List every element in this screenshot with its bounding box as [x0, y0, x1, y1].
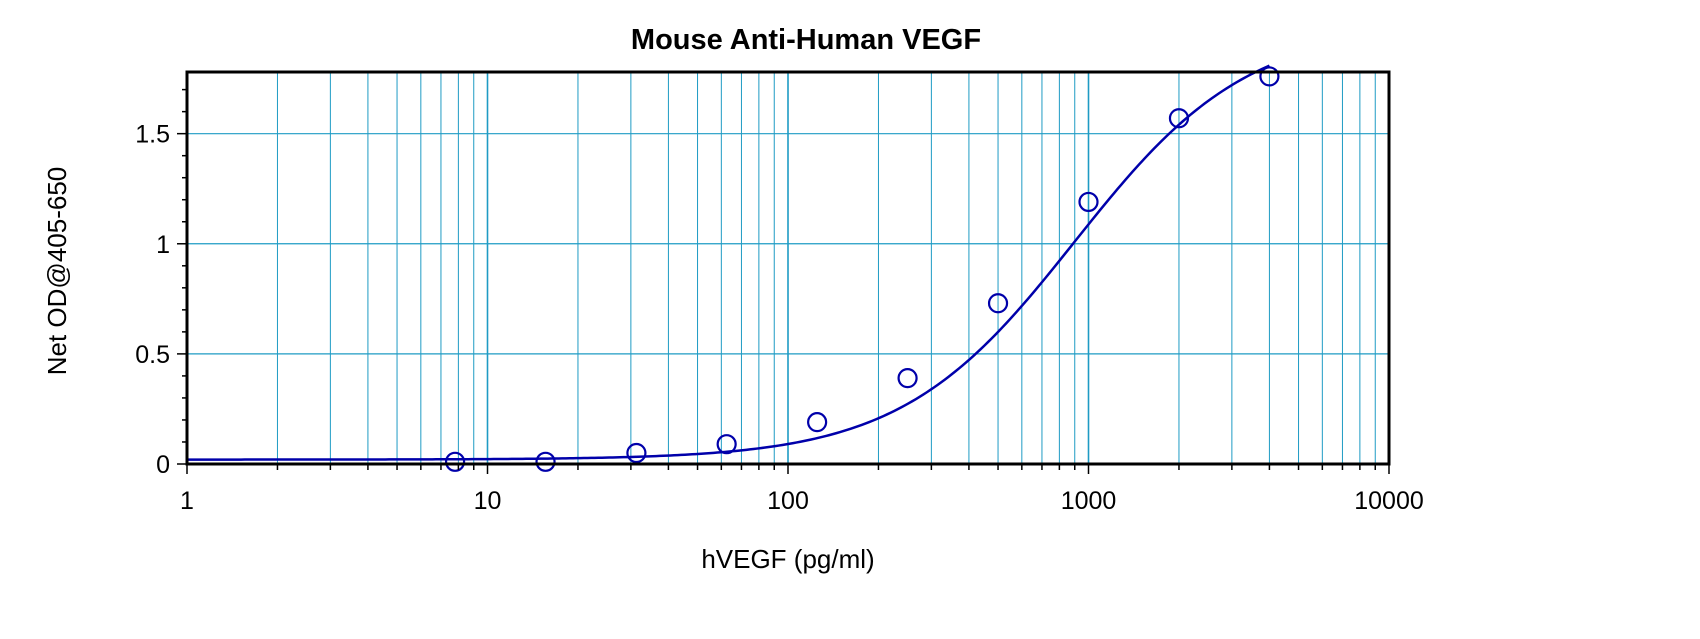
- data-point: [1168, 108, 1190, 129]
- data-point: [987, 293, 1009, 314]
- y-tick-label: 1: [156, 231, 170, 259]
- fit-curve-layer: [187, 64, 1270, 461]
- data-point: [535, 451, 556, 472]
- y-tick-label: 0.5: [135, 341, 170, 369]
- data-point: [444, 451, 466, 472]
- data-points: [444, 66, 1280, 472]
- x-axis-label: hVEGF (pg/ml): [701, 544, 874, 574]
- fit-curve: [187, 64, 1270, 461]
- x-tick-label: 10000: [1354, 487, 1424, 515]
- data-point: [1078, 191, 1099, 213]
- data-point: [807, 412, 828, 433]
- x-tick-label: 10: [474, 487, 502, 515]
- x-tick-label: 1000: [1061, 487, 1117, 515]
- data-point: [1259, 66, 1280, 87]
- y-tick-label: 0: [156, 451, 170, 479]
- x-tick-label: 1: [180, 487, 194, 515]
- axis-ticks: 1 10 100 1000 10000 0 0.5 1 1.5: [135, 88, 1424, 515]
- chart-title: Mouse Anti-Human VEGF: [631, 24, 981, 56]
- grid-lines: [187, 72, 1389, 464]
- data-point: [716, 434, 737, 455]
- data-point: [897, 368, 918, 389]
- y-tick-label: 1.5: [135, 121, 170, 149]
- data-point: [626, 442, 647, 464]
- x-tick-label: 100: [767, 487, 809, 515]
- y-axis-label: Net OD@405-650: [42, 167, 72, 376]
